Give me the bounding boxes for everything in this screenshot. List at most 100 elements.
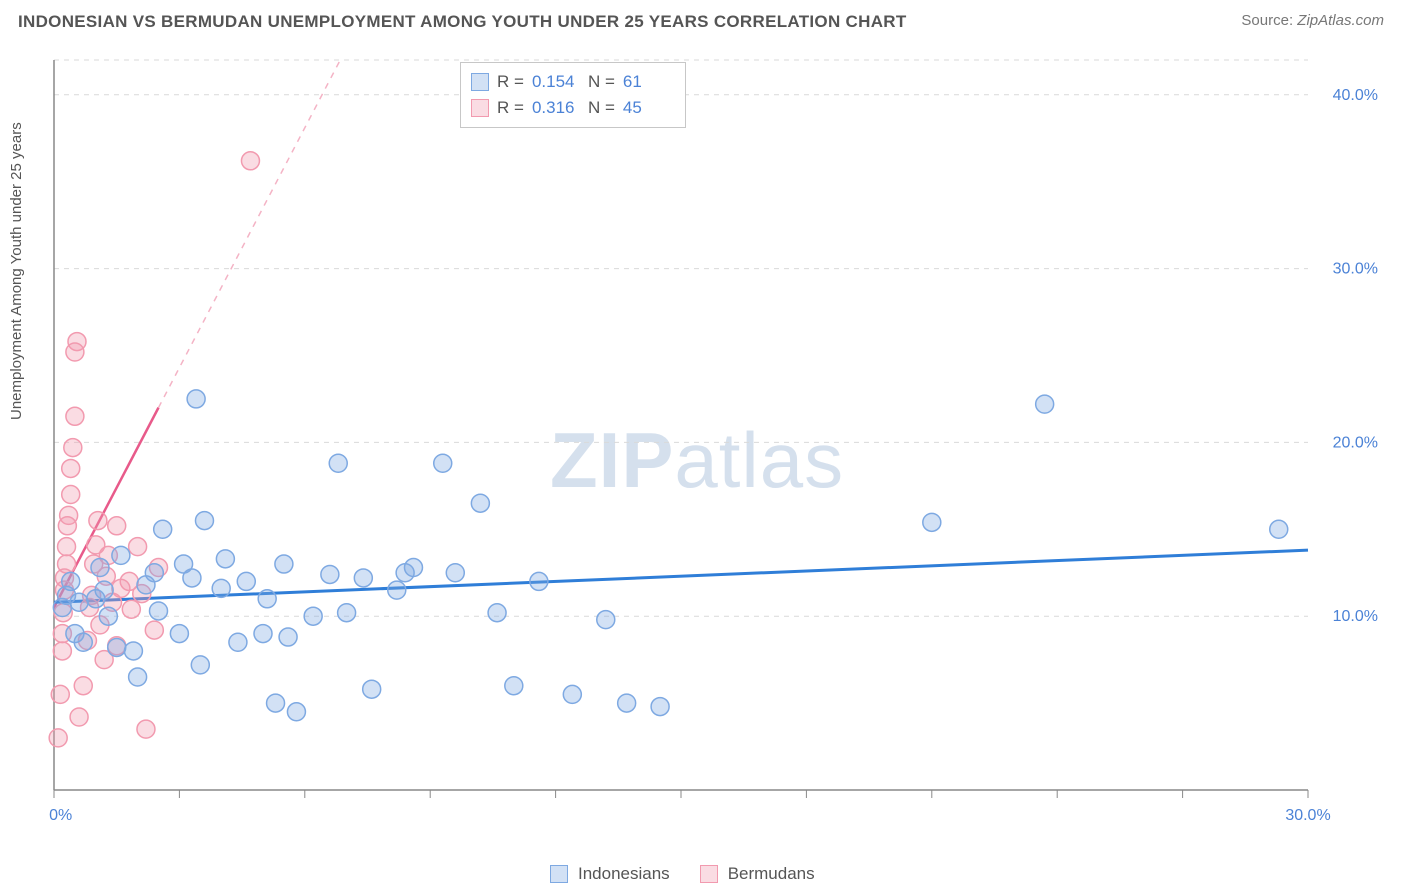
data-point-indonesians[interactable] <box>446 564 464 582</box>
data-point-indonesians[interactable] <box>195 512 213 530</box>
data-point-indonesians[interactable] <box>254 625 272 643</box>
correlation-legend: R = 0.154 N = 61 R = 0.316 N = 45 <box>460 62 686 128</box>
data-point-bermudans[interactable] <box>137 720 155 738</box>
data-point-bermudans[interactable] <box>66 407 84 425</box>
data-point-bermudans[interactable] <box>49 729 67 747</box>
data-point-indonesians[interactable] <box>62 572 80 590</box>
data-point-indonesians[interactable] <box>258 590 276 608</box>
data-point-bermudans[interactable] <box>58 555 76 573</box>
data-point-indonesians[interactable] <box>267 694 285 712</box>
n-label: N = <box>588 72 615 92</box>
data-point-indonesians[interactable] <box>434 454 452 472</box>
data-point-indonesians[interactable] <box>170 625 188 643</box>
data-point-indonesians[interactable] <box>287 703 305 721</box>
svg-text:30.0%: 30.0% <box>1333 261 1378 278</box>
series-legend: Indonesians Bermudans <box>550 864 815 884</box>
legend-label: Bermudans <box>728 864 815 884</box>
data-point-indonesians[interactable] <box>99 607 117 625</box>
data-point-indonesians[interactable] <box>275 555 293 573</box>
data-point-indonesians[interactable] <box>129 668 147 686</box>
data-point-indonesians[interactable] <box>237 572 255 590</box>
data-point-indonesians[interactable] <box>651 698 669 716</box>
data-point-indonesians[interactable] <box>91 559 109 577</box>
data-point-indonesians[interactable] <box>505 677 523 695</box>
data-point-indonesians[interactable] <box>563 685 581 703</box>
data-point-bermudans[interactable] <box>74 677 92 695</box>
data-point-indonesians[interactable] <box>338 604 356 622</box>
data-point-indonesians[interactable] <box>183 569 201 587</box>
data-point-indonesians[interactable] <box>363 680 381 698</box>
data-point-bermudans[interactable] <box>70 708 88 726</box>
data-point-indonesians[interactable] <box>145 564 163 582</box>
data-point-indonesians[interactable] <box>124 642 142 660</box>
data-point-indonesians[interactable] <box>212 579 230 597</box>
data-point-bermudans[interactable] <box>108 517 126 535</box>
source-prefix: Source: <box>1241 12 1297 29</box>
legend-item-indonesians[interactable]: Indonesians <box>550 864 670 884</box>
data-point-indonesians[interactable] <box>1270 520 1288 538</box>
data-point-bermudans[interactable] <box>68 333 86 351</box>
data-point-indonesians[interactable] <box>471 494 489 512</box>
data-point-indonesians[interactable] <box>388 581 406 599</box>
correlation-row-indonesians: R = 0.154 N = 61 <box>471 69 671 95</box>
data-point-bermudans[interactable] <box>60 506 78 524</box>
r-value: 0.316 <box>532 98 580 118</box>
data-point-bermudans[interactable] <box>64 439 82 457</box>
header: INDONESIAN VS BERMUDAN UNEMPLOYMENT AMON… <box>0 0 1406 38</box>
svg-text:10.0%: 10.0% <box>1333 608 1378 625</box>
chart-area: 10.0%20.0%30.0%40.0%0.0%30.0% <box>48 48 1388 838</box>
data-point-indonesians[interactable] <box>74 633 92 651</box>
data-point-indonesians[interactable] <box>923 513 941 531</box>
legend-label: Indonesians <box>578 864 670 884</box>
data-point-indonesians[interactable] <box>488 604 506 622</box>
data-point-indonesians[interactable] <box>597 611 615 629</box>
swatch-blue-icon <box>550 865 568 883</box>
data-point-indonesians[interactable] <box>530 572 548 590</box>
data-point-indonesians[interactable] <box>229 633 247 651</box>
data-point-bermudans[interactable] <box>145 621 163 639</box>
data-point-indonesians[interactable] <box>279 628 297 646</box>
r-value: 0.154 <box>532 72 580 92</box>
scatter-plot-svg: 10.0%20.0%30.0%40.0%0.0%30.0% <box>48 48 1388 838</box>
data-point-indonesians[interactable] <box>150 602 168 620</box>
data-point-bermudans[interactable] <box>241 152 259 170</box>
data-point-indonesians[interactable] <box>404 559 422 577</box>
n-value: 45 <box>623 98 671 118</box>
n-label: N = <box>588 98 615 118</box>
r-label: R = <box>497 72 524 92</box>
swatch-pink-icon <box>471 99 489 117</box>
data-point-indonesians[interactable] <box>70 593 88 611</box>
data-point-indonesians[interactable] <box>112 546 130 564</box>
data-point-bermudans[interactable] <box>89 512 107 530</box>
data-point-indonesians[interactable] <box>108 638 126 656</box>
data-point-bermudans[interactable] <box>53 642 71 660</box>
legend-item-bermudans[interactable]: Bermudans <box>700 864 815 884</box>
data-point-indonesians[interactable] <box>95 581 113 599</box>
swatch-pink-icon <box>700 865 718 883</box>
data-point-indonesians[interactable] <box>321 565 339 583</box>
data-point-indonesians[interactable] <box>154 520 172 538</box>
data-point-indonesians[interactable] <box>329 454 347 472</box>
correlation-row-bermudans: R = 0.316 N = 45 <box>471 95 671 121</box>
data-point-bermudans[interactable] <box>51 685 69 703</box>
data-point-bermudans[interactable] <box>129 538 147 556</box>
data-point-indonesians[interactable] <box>354 569 372 587</box>
y-axis-label: Unemployment Among Youth under 25 years <box>8 122 25 420</box>
data-point-indonesians[interactable] <box>216 550 234 568</box>
source-attribution: Source: ZipAtlas.com <box>1241 12 1384 29</box>
data-point-indonesians[interactable] <box>187 390 205 408</box>
chart-title: INDONESIAN VS BERMUDAN UNEMPLOYMENT AMON… <box>18 12 907 32</box>
source-name: ZipAtlas.com <box>1297 12 1384 29</box>
n-value: 61 <box>623 72 671 92</box>
data-point-indonesians[interactable] <box>191 656 209 674</box>
data-point-indonesians[interactable] <box>618 694 636 712</box>
svg-text:30.0%: 30.0% <box>1285 807 1330 824</box>
data-point-bermudans[interactable] <box>58 538 76 556</box>
data-point-bermudans[interactable] <box>122 600 140 618</box>
data-point-indonesians[interactable] <box>1036 395 1054 413</box>
svg-text:20.0%: 20.0% <box>1333 434 1378 451</box>
data-point-indonesians[interactable] <box>304 607 322 625</box>
svg-text:40.0%: 40.0% <box>1333 87 1378 104</box>
data-point-bermudans[interactable] <box>62 459 80 477</box>
data-point-bermudans[interactable] <box>62 486 80 504</box>
